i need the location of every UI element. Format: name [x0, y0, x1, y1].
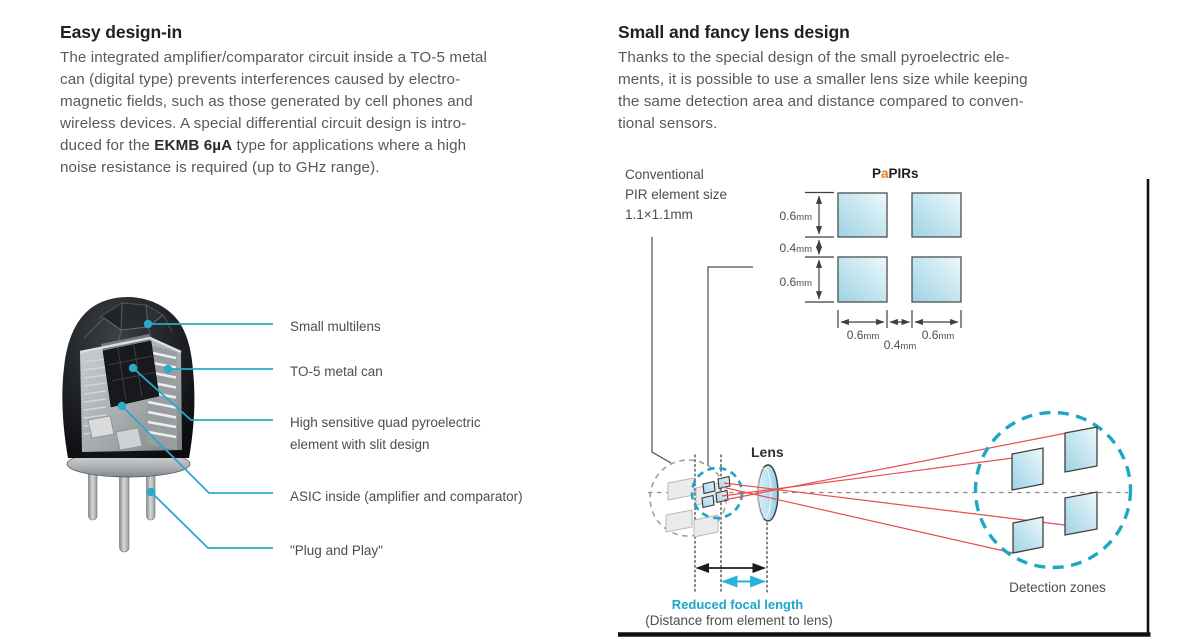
left-paragraph: The integrated amplifier/comparator circ… — [60, 47, 605, 179]
left-paragraph-bold-model: EKMB 6µA — [154, 137, 233, 154]
lens-label: Lens — [751, 444, 784, 460]
conventional-zone — [667, 477, 695, 501]
dimension-lines-vertical — [805, 191, 834, 303]
callout-dot-quad-element — [128, 363, 138, 373]
lens-design-diagram — [618, 179, 1151, 637]
cutaway-rim-highlight — [79, 336, 182, 354]
right-heading: Small and fancy lens design — [618, 22, 850, 42]
papirs-square — [837, 256, 888, 303]
sensor-cutaway-interior — [79, 334, 182, 452]
papirs-element-square — [717, 475, 731, 490]
dim-v-top: 0.6mm — [779, 209, 812, 223]
callout-dot-plug-play — [146, 487, 156, 497]
sensor-multilens-facets — [83, 302, 173, 345]
detection-zones-label: Detection zones — [1009, 580, 1106, 595]
ray — [721, 457, 1014, 497]
dim-v-gap: 0.4mm — [779, 241, 812, 255]
sensor-cutaway-illustration — [62, 297, 273, 553]
callout-dots — [117, 319, 173, 497]
conventional-zone — [665, 509, 693, 533]
chip-grid-lines — [107, 344, 157, 401]
callout-label-quad-element: High sensitive quad pyroelectric element… — [290, 415, 481, 452]
detection-zone-panels — [1011, 426, 1098, 554]
callout-label-small-multilens: Small multilens — [290, 319, 381, 334]
papirs-element-square — [715, 489, 729, 504]
callout-dot-asic — [117, 401, 127, 411]
callout-label-asic: ASIC inside (amplifier and comparator) — [290, 489, 523, 504]
dim-h-right: 0.6mm — [921, 328, 955, 342]
leader-papirs-element — [707, 266, 753, 466]
callout-line-asic — [121, 405, 273, 494]
papirs-letter-a: a — [881, 166, 889, 181]
papirs-letters-rest: PIRs — [888, 166, 919, 181]
leader-conventional — [651, 237, 672, 464]
reduced-focal-length-label: Reduced focal length — [671, 597, 804, 612]
detection-zone-panel — [1011, 447, 1044, 491]
callout-dot-to5-can — [163, 364, 173, 374]
left-heading: Easy design-in — [60, 22, 183, 42]
papirs-square — [837, 192, 888, 238]
callout-label-plug-and-play: "Plug and Play" — [290, 543, 383, 558]
conventional-size-label: Conventional PIR element size 1.1×1.1mm — [625, 167, 728, 222]
callout-line-quad-element — [132, 367, 273, 421]
sensor-pins — [88, 469, 156, 553]
sensor-pin-left — [88, 469, 98, 521]
callout-lines — [121, 323, 273, 549]
detection-zone-panel — [1064, 426, 1098, 473]
conventional-zone — [693, 514, 719, 538]
dim-h-left: 0.6mm — [846, 328, 880, 342]
papirs-brand-label: PaPIRs — [872, 166, 919, 181]
detection-zone-panel — [1012, 516, 1044, 554]
dim-v-bottom: 0.6mm — [779, 275, 812, 289]
callout-dot-multilens — [143, 319, 153, 329]
papirs-square — [911, 256, 962, 303]
ray — [721, 486, 1014, 554]
left-paragraph-text-2: type for applications where a high noise… — [60, 137, 467, 176]
papirs-element-square — [701, 494, 715, 509]
papirs-element-square — [702, 480, 716, 495]
papirs-square — [911, 192, 962, 238]
dimension-lines-horizontal — [837, 310, 962, 328]
left-paragraph-text-1: The integrated amplifier/comparator circ… — [60, 49, 487, 154]
distance-note-label: (Distance from element to lens) — [645, 613, 833, 628]
detection-zones-circle — [973, 410, 1133, 570]
callout-line-plug-play — [150, 491, 273, 549]
sensor-pin-middle — [119, 469, 130, 553]
papirs-letter-p: P — [872, 166, 882, 181]
right-paragraph: Thanks to the special design of the smal… — [618, 49, 1028, 132]
papirs-size-squares — [837, 192, 962, 303]
quad-element-chip — [102, 340, 160, 408]
interior-clamp-right — [115, 427, 143, 451]
callout-label-to5-metal-can: TO-5 metal can — [290, 364, 383, 379]
interior-clamp-left — [87, 415, 115, 439]
dim-h-gap: 0.4mm — [883, 338, 917, 352]
diagram-leader-lines — [651, 237, 753, 466]
detection-zone-panel — [1064, 491, 1098, 536]
